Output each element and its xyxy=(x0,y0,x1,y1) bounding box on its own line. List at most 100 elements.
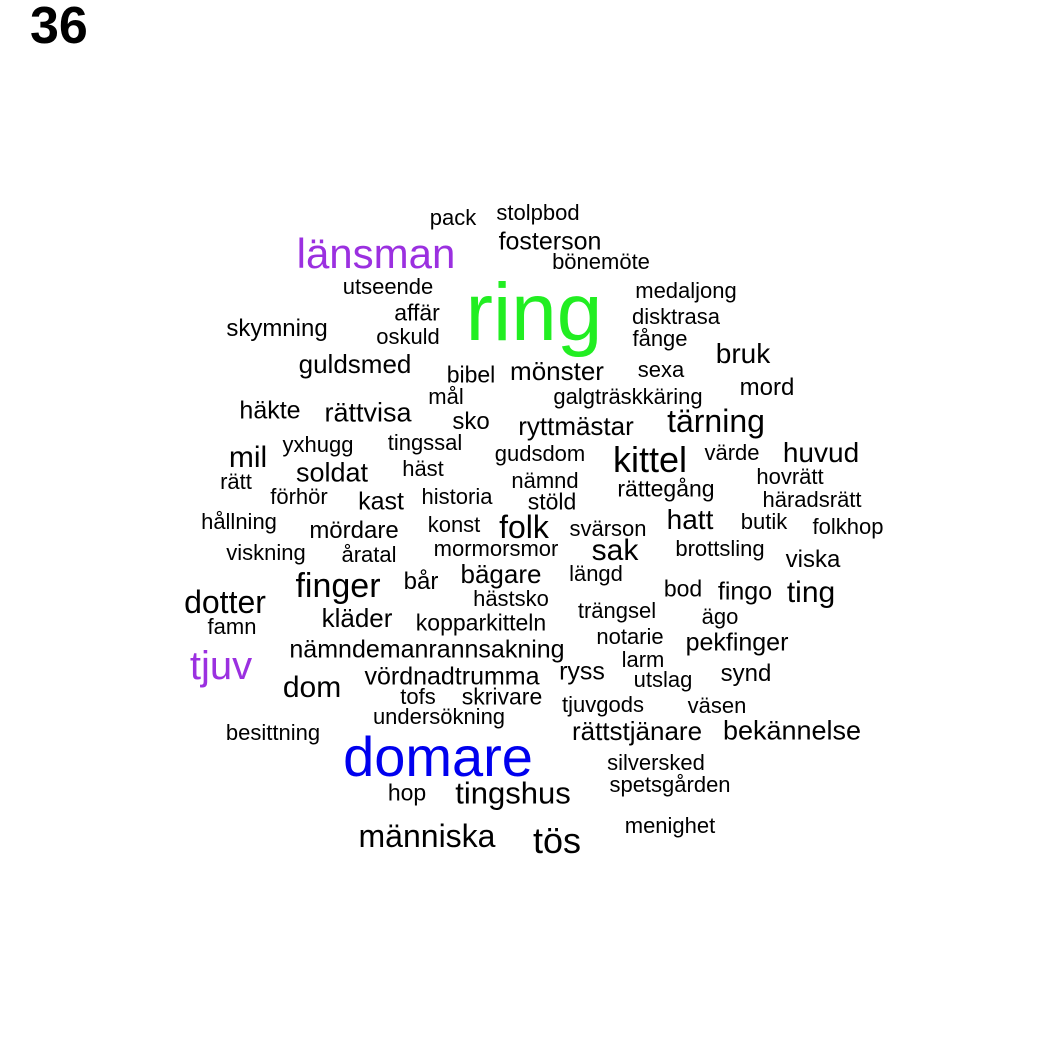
word-häst: häst xyxy=(402,456,444,481)
word-fingo: fingo xyxy=(717,577,773,606)
word-sak: sak xyxy=(591,534,639,567)
word-finger: finger xyxy=(295,567,381,605)
word-bår: bår xyxy=(403,568,439,595)
word-gudsdom: gudsdom xyxy=(494,441,586,466)
word-butik: butik xyxy=(740,509,788,534)
word-kläder: kläder xyxy=(321,603,393,633)
word-vördnadtrumma: vördnadtrumma xyxy=(364,662,540,691)
word-sko: sko xyxy=(452,408,490,435)
word-ring: ring xyxy=(465,267,603,358)
word-stolpbod: stolpbod xyxy=(496,200,580,225)
word-mördare: mördare xyxy=(309,517,399,544)
word-nämnd: nämnd xyxy=(511,468,579,493)
word-ägo: ägo xyxy=(701,604,739,629)
word-oskuld: oskuld xyxy=(376,324,440,349)
word-bibel: bibel xyxy=(446,361,496,388)
word-besittning: besittning xyxy=(225,720,321,745)
word-rättstjänare: rättstjänare xyxy=(571,716,703,746)
word-yxhugg: yxhugg xyxy=(282,432,354,457)
word-viska: viska xyxy=(785,546,841,573)
word-fånge: fånge xyxy=(632,326,688,351)
word-mord: mord xyxy=(739,374,795,401)
word-rättvisa: rättvisa xyxy=(324,397,412,428)
word-kittel: kittel xyxy=(612,439,688,480)
word-historia: historia xyxy=(421,484,493,509)
word-ryttmästar: ryttmästar xyxy=(518,411,634,441)
word-famn: famn xyxy=(207,614,257,639)
word-utslag: utslag xyxy=(633,667,693,692)
word-trängsel: trängsel xyxy=(577,598,657,623)
word-svärson: svärson xyxy=(569,516,647,541)
word-tös: tös xyxy=(532,820,582,861)
word-tärning: tärning xyxy=(667,403,765,439)
word-rättegång: rättegång xyxy=(617,475,715,502)
word-häradsrätt: häradsrätt xyxy=(762,487,862,512)
word-fosterson: fosterson xyxy=(498,227,602,256)
word-silversked: silversked xyxy=(607,750,705,775)
word-mil: mil xyxy=(228,441,268,474)
word-ting: ting xyxy=(786,576,836,609)
word-skymning: skymning xyxy=(226,315,328,342)
word-ryss: ryss xyxy=(559,657,605,686)
word-guldsmed: guldsmed xyxy=(298,349,412,379)
word-galgträskkäring: galgträskkäring xyxy=(553,384,703,409)
word-kast: kast xyxy=(358,487,404,516)
word-menighet: menighet xyxy=(624,813,716,838)
word-nämndemanrannsakning: nämndemanrannsakning xyxy=(289,635,565,664)
word-dom: dom xyxy=(282,671,342,704)
word-bod: bod xyxy=(663,575,703,602)
word-mål: mål xyxy=(428,384,464,409)
word-brottsling: brottsling xyxy=(675,536,765,561)
word-undersökning: undersökning xyxy=(372,704,506,729)
word-människa: människa xyxy=(358,818,496,854)
word-tofs: tofs xyxy=(400,684,436,709)
word-tjuv: tjuv xyxy=(189,644,253,688)
word-länsman: länsman xyxy=(296,230,456,277)
word-konst: konst xyxy=(427,512,481,537)
word-sexa: sexa xyxy=(637,357,685,382)
word-bruk: bruk xyxy=(715,338,771,369)
word-åratal: åratal xyxy=(341,542,397,567)
word-tingshus: tingshus xyxy=(455,775,571,811)
word-huvud: huvud xyxy=(782,437,860,468)
word-hållning: hållning xyxy=(201,509,277,534)
word-hatt: hatt xyxy=(666,504,714,535)
word-hästsko: hästsko xyxy=(473,586,549,611)
word-mönster: mönster xyxy=(510,356,604,386)
word-spetsgården: spetsgården xyxy=(609,772,731,797)
word-tingssal: tingssal xyxy=(387,430,463,455)
word-disktrasa: disktrasa xyxy=(631,304,721,329)
word-notarie: notarie xyxy=(596,624,664,649)
word-soldat: soldat xyxy=(295,457,369,488)
word-förhör: förhör xyxy=(270,484,328,509)
word-folk: folk xyxy=(499,509,549,545)
word-synd: synd xyxy=(720,660,772,687)
word-mormorsmor: mormorsmor xyxy=(433,536,559,561)
word-domare: domare xyxy=(343,725,533,788)
word-larm: larm xyxy=(621,647,665,672)
word-bönemöte: bönemöte xyxy=(552,249,650,274)
word-folkhop: folkhop xyxy=(812,514,884,539)
word-väsen: väsen xyxy=(687,693,747,718)
word-kopparkitteln: kopparkitteln xyxy=(415,609,547,636)
word-längd: längd xyxy=(569,561,623,586)
word-medaljong: medaljong xyxy=(635,278,737,303)
word-viskning: viskning xyxy=(226,540,306,565)
word-pekfinger: pekfinger xyxy=(685,628,789,657)
word-värde: värde xyxy=(704,440,760,465)
word-affär: affär xyxy=(394,299,440,326)
word-utseende: utseende xyxy=(342,274,434,299)
word-dotter: dotter xyxy=(184,584,266,620)
page-label-number: 36 xyxy=(30,0,88,55)
word-stöld: stöld xyxy=(527,488,577,515)
word-bekännelse: bekännelse xyxy=(722,715,862,746)
word-tjuvgods: tjuvgods xyxy=(562,692,644,717)
word-hop: hop xyxy=(387,779,427,806)
word-pack: pack xyxy=(429,205,477,230)
word-skrivare: skrivare xyxy=(461,683,543,710)
word-häkte: häkte xyxy=(239,396,301,425)
word-hovrätt: hovrätt xyxy=(756,464,824,489)
word-bägare: bägare xyxy=(460,559,542,589)
word-rätt: rätt xyxy=(220,469,252,494)
